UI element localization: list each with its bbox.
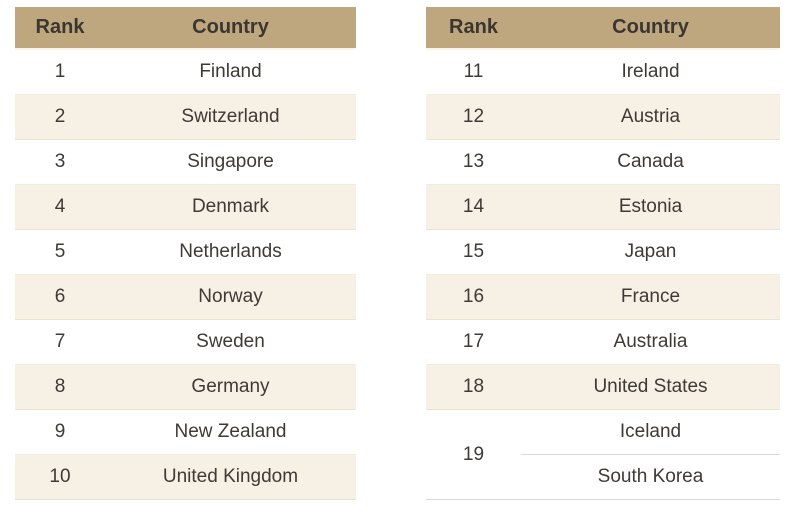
country-cell: Ireland [621, 61, 680, 82]
country-cell: Finland [199, 61, 262, 82]
table-header-row: Rank Country [426, 7, 780, 50]
country-cell: Netherlands [179, 241, 282, 262]
country-cell: Denmark [191, 196, 270, 217]
table-row: 3 Singapore [15, 140, 356, 185]
table-row: 12 Austria [426, 95, 780, 140]
country-cell: Singapore [187, 151, 274, 172]
country-column-header: Country [612, 16, 689, 38]
tied-countries-stack: Iceland South Korea [521, 410, 780, 499]
country-cell: United States [593, 376, 708, 397]
rank-cell: 12 [462, 106, 485, 127]
table-row-tied-rank: 19 Iceland South Korea [426, 410, 780, 500]
ranking-table-1-10: Rank Country 1 Finland 2 Switzerland 3 S… [15, 7, 356, 500]
rank-cell: 3 [54, 151, 66, 172]
country-cell: Austria [620, 106, 681, 127]
country-cell: United Kingdom [162, 466, 299, 487]
rank-cell: 19 [462, 443, 485, 465]
country-cell: Australia [613, 331, 688, 352]
rank-cell: 8 [54, 376, 66, 397]
table-row: 11 Ireland [426, 50, 780, 95]
rank-cell: 9 [54, 421, 66, 442]
table-row: 6 Norway [15, 275, 356, 320]
table-row: 5 Netherlands [15, 230, 356, 275]
country-cell: France [620, 286, 681, 307]
ranking-table-11-19: Rank Country 11 Ireland 12 Austria 13 Ca… [426, 7, 780, 500]
country-cell: Iceland [521, 410, 780, 455]
table-row: 14 Estonia [426, 185, 780, 230]
country-cell: Sweden [196, 331, 265, 352]
country-cell: Canada [617, 151, 684, 172]
country-cell: Germany [191, 376, 270, 397]
country-cell: South Korea [597, 465, 704, 487]
table-row: 16 France [426, 275, 780, 320]
table-row: 2 Switzerland [15, 95, 356, 140]
rank-column-header: Rank [35, 16, 85, 38]
table-row: 13 Canada [426, 140, 780, 185]
rank-cell: 4 [54, 196, 66, 217]
rank-cell: 13 [462, 151, 485, 172]
country-cell: Japan [624, 241, 677, 262]
table-header-row: Rank Country [15, 7, 356, 50]
table-row: 17 Australia [426, 320, 780, 365]
rank-column-header: Rank [449, 16, 498, 38]
rank-cell: 10 [49, 466, 71, 487]
table-row: 10 United Kingdom [15, 455, 356, 500]
rank-cell: 18 [462, 376, 485, 397]
country-column-header: Country [192, 16, 269, 38]
rank-cell: 17 [462, 331, 485, 352]
rank-cell: 5 [54, 241, 66, 262]
table-row: 18 United States [426, 365, 780, 410]
rank-cell: 14 [462, 196, 485, 217]
table-row: 7 Sweden [15, 320, 356, 365]
table-row: 15 Japan [426, 230, 780, 275]
country-cell: New Zealand [174, 421, 287, 442]
rank-cell: 7 [54, 331, 66, 352]
country-cell: Switzerland [181, 106, 280, 127]
rank-cell: 15 [462, 241, 485, 262]
country-cell: Estonia [618, 196, 683, 217]
table-row: 1 Finland [15, 50, 356, 95]
rank-cell: 1 [54, 61, 66, 82]
table-row: 9 New Zealand [15, 410, 356, 455]
country-cell: Norway [198, 286, 263, 307]
table-row: 4 Denmark [15, 185, 356, 230]
rank-cell: 6 [54, 286, 66, 307]
table-row: 8 Germany [15, 365, 356, 410]
rank-cell: 2 [54, 106, 66, 127]
rank-cell: 11 [463, 61, 484, 82]
rank-cell: 16 [462, 286, 485, 307]
